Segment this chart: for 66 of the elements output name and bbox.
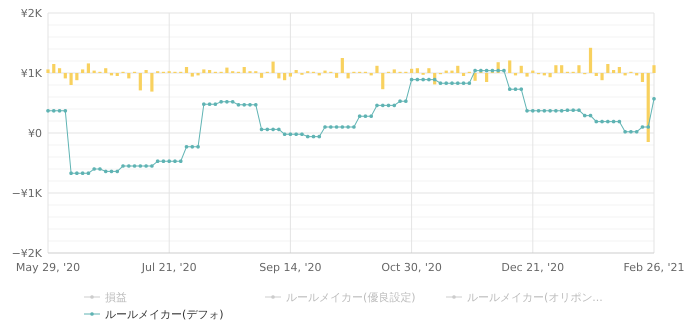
bar bbox=[588, 48, 592, 73]
bar bbox=[225, 68, 229, 73]
bar bbox=[640, 73, 644, 82]
bar bbox=[144, 70, 148, 73]
bar bbox=[560, 65, 564, 73]
y-tick-label: ¥0 bbox=[28, 127, 42, 140]
bar bbox=[127, 73, 130, 78]
bar bbox=[116, 73, 119, 76]
bar bbox=[208, 70, 212, 73]
bar bbox=[277, 73, 280, 78]
bar bbox=[340, 58, 344, 73]
x-tick-label: Oct 30, '20 bbox=[381, 261, 442, 274]
bar bbox=[375, 66, 379, 73]
legend-label: ルールメイカー(オリポン... bbox=[467, 291, 603, 304]
bar bbox=[508, 60, 512, 73]
y-tick-label: −¥1K bbox=[12, 187, 43, 200]
legend-label: ルールメイカー(優良設定) bbox=[286, 291, 416, 304]
bar bbox=[271, 62, 275, 73]
bar bbox=[58, 68, 62, 73]
bar bbox=[86, 63, 90, 73]
bar bbox=[64, 73, 67, 78]
bar bbox=[525, 73, 529, 77]
bar bbox=[294, 70, 298, 73]
bar bbox=[184, 67, 188, 73]
bar bbox=[104, 68, 108, 73]
bar bbox=[416, 68, 419, 73]
bar bbox=[52, 64, 56, 73]
bar bbox=[190, 73, 194, 77]
legend-label: ルールメイカー(デフォ) bbox=[105, 308, 224, 321]
bar bbox=[202, 69, 206, 73]
bar bbox=[75, 73, 78, 80]
x-tick-label: Dec 21, '20 bbox=[501, 261, 564, 274]
bar bbox=[283, 73, 286, 80]
bar bbox=[392, 69, 396, 73]
x-tick-label: Feb 26, '21 bbox=[624, 261, 684, 274]
y-tick-label: ¥1K bbox=[20, 67, 43, 80]
bar bbox=[600, 73, 604, 80]
bar bbox=[646, 73, 650, 142]
bar bbox=[594, 73, 598, 76]
bar bbox=[577, 65, 581, 73]
bar bbox=[81, 69, 84, 73]
x-tick-label: Jul 21, '20 bbox=[140, 261, 197, 274]
bar bbox=[334, 73, 338, 78]
bar bbox=[462, 73, 466, 76]
bar bbox=[652, 65, 656, 73]
x-tick-label: Sep 14, '20 bbox=[259, 261, 322, 274]
bar bbox=[618, 67, 621, 73]
bar bbox=[260, 73, 264, 78]
bar bbox=[138, 73, 142, 90]
y-tick-label: −¥2K bbox=[12, 247, 43, 260]
bar bbox=[427, 68, 431, 73]
legend-label: 損益 bbox=[105, 291, 127, 304]
bar bbox=[288, 73, 292, 77]
y-tick-label: ¥2K bbox=[20, 7, 43, 20]
bar bbox=[242, 67, 246, 73]
bar bbox=[381, 73, 384, 90]
bar bbox=[520, 66, 523, 73]
bar bbox=[456, 66, 460, 73]
x-tick-label: May 29, '20 bbox=[16, 261, 80, 274]
bar bbox=[554, 65, 558, 73]
bar bbox=[69, 73, 73, 85]
bar bbox=[46, 69, 50, 73]
bar bbox=[612, 70, 616, 73]
bar bbox=[346, 73, 350, 78]
bar bbox=[150, 73, 154, 92]
bar bbox=[606, 64, 610, 73]
